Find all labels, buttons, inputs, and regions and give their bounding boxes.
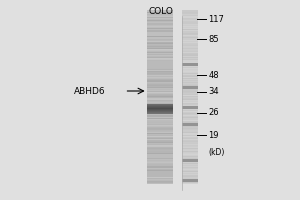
Text: 48: 48 (208, 71, 219, 79)
Text: ABHD6: ABHD6 (74, 87, 106, 96)
Text: 19: 19 (208, 131, 219, 140)
Text: 34: 34 (208, 88, 219, 97)
Text: COLO: COLO (148, 7, 173, 16)
Text: (kD): (kD) (208, 148, 225, 156)
Text: 85: 85 (208, 34, 219, 44)
Text: 117: 117 (208, 15, 224, 23)
Text: 26: 26 (208, 108, 219, 117)
